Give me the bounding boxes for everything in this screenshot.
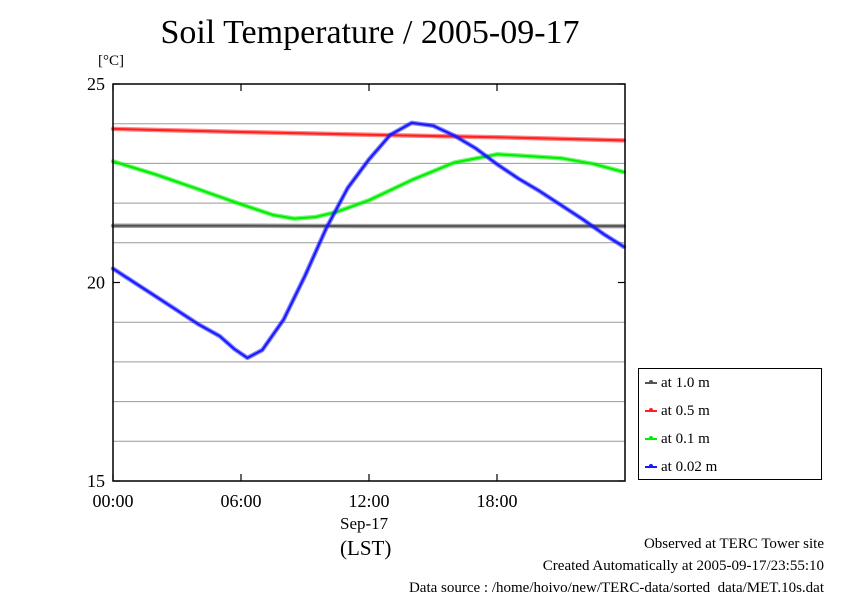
legend-label-1m: at 1.0 m [661,375,710,392]
x-axis-date-label: Sep-17 [340,514,388,534]
footer-site: Observed at TERC Tower site [644,536,824,553]
x-tick-label: 06:00 [220,491,261,511]
series-line-1 [113,129,624,141]
legend-label-002m: at 0.02 m [661,459,717,476]
y-tick-label: 20 [87,273,105,293]
x-tick-label: 18:00 [476,491,517,511]
legend-swatch-01m [645,438,657,440]
legend-swatch-002m [645,466,657,468]
chart-title: Soil Temperature / 2005-09-17 [0,14,740,52]
plot-frame [113,84,625,481]
legend-label-05m: at 0.5 m [661,403,710,420]
x-tick-label: 12:00 [348,491,389,511]
y-tick-label: 25 [87,74,105,94]
grid-lines [113,124,625,442]
legend-swatch-1m [645,382,657,384]
y-axis-unit: [°C] [98,53,124,70]
legend-item-05m: at 0.5 m [645,401,710,421]
x-tick-label: 00:00 [92,491,133,511]
footer-created: Created Automatically at 2005-09-17/23:5… [543,558,824,575]
x-axis-label: (LST) [340,536,391,561]
legend-label-01m: at 0.1 m [661,431,710,448]
footer-source: Data source : /home/hoivo/new/TERC-data/… [409,580,824,597]
y-tick-label: 15 [87,471,105,491]
series-line-2 [113,154,624,218]
legend-item-01m: at 0.1 m [645,429,710,449]
legend: at 1.0 m at 0.5 m at 0.1 m at 0.02 m [638,368,822,480]
legend-swatch-05m [645,410,657,412]
legend-item-002m: at 0.02 m [645,457,717,477]
legend-item-1m: at 1.0 m [645,373,710,393]
